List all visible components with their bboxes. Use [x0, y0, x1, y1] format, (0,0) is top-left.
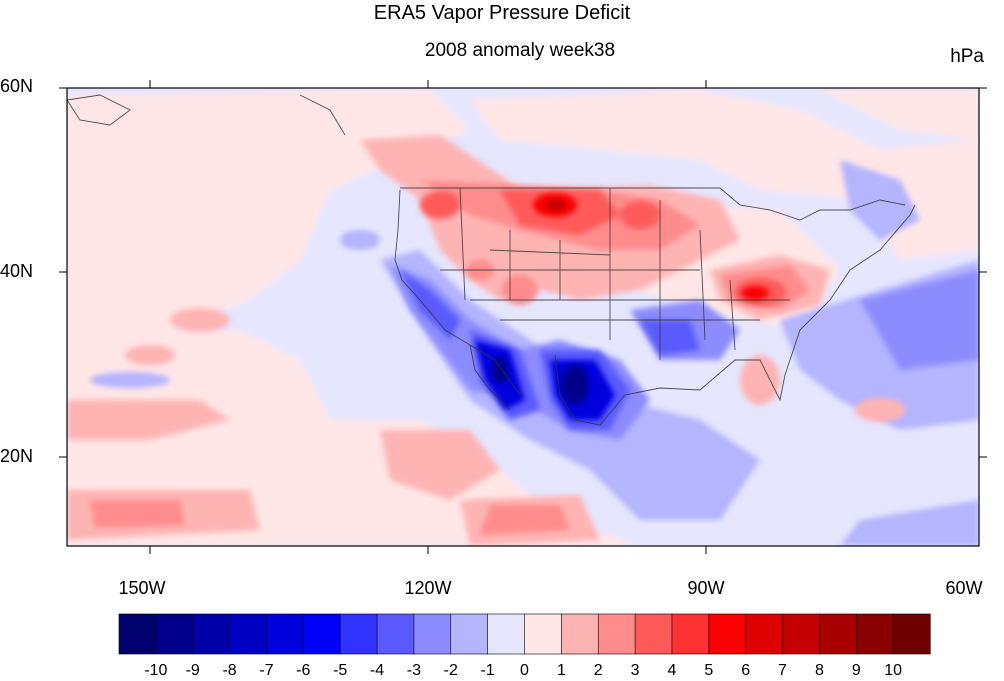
colorbar-tick-label: -4 — [369, 662, 385, 679]
colorbar-swatch — [745, 613, 784, 655]
colorbar-tick-label: 7 — [778, 662, 787, 679]
y-tick-label-20n: 20N — [0, 446, 34, 466]
colorbar-swatch — [524, 613, 562, 655]
colorbar-swatch — [339, 613, 378, 655]
colorbar-tick-label: -7 — [259, 662, 274, 679]
x-tick-label-120w: 120W — [404, 578, 452, 598]
colorbar-swatch — [561, 613, 599, 655]
colorbar-tick-label: 9 — [851, 662, 861, 679]
colorbar-swatch — [708, 613, 747, 655]
colorbar-swatch — [266, 613, 304, 655]
colorbar-tick-label: -8 — [222, 662, 237, 679]
colorbar-tick-label: -10 — [144, 662, 168, 679]
colorbar-swatch — [855, 613, 894, 655]
chart-subtitle: 2008 anomaly week38 — [424, 40, 616, 61]
colorbar-tick-label: 6 — [741, 662, 751, 679]
colorbar-swatch — [450, 613, 489, 655]
x-tick-label-150w: 150W — [118, 578, 166, 598]
colorbar-swatch — [671, 613, 710, 655]
colorbar-tick-label: -3 — [406, 662, 421, 679]
colorbar-swatch — [229, 613, 268, 655]
chart-title: ERA5 Vapor Pressure Deficit — [373, 2, 631, 24]
colorbar-tick-label: -5 — [333, 662, 348, 679]
colorbar-swatch — [819, 613, 857, 655]
colorbar-swatch — [597, 613, 636, 655]
colorbar-swatch — [376, 613, 415, 655]
colorbar-tick-label: 8 — [814, 662, 824, 679]
colorbar — [118, 613, 931, 655]
x-tick-label-60w: 60W — [945, 578, 983, 598]
units-label: hPa — [950, 46, 984, 67]
colorbar-swatch — [155, 613, 194, 655]
colorbar-tick-label: 4 — [667, 662, 677, 679]
colorbar-swatch — [118, 613, 157, 655]
colorbar-tick-label: 0 — [520, 662, 529, 679]
colorbar-tick-label: -9 — [185, 662, 200, 679]
y-tick-label-40n: 40N — [0, 261, 34, 281]
axis-ticks — [59, 80, 987, 554]
colorbar-tick-label: -6 — [296, 662, 311, 679]
colorbar-swatch — [487, 613, 526, 655]
y-tick-label-60n: 60N — [0, 76, 34, 96]
anomaly-field — [67, 88, 979, 546]
colorbar-tick-label: -1 — [480, 662, 495, 679]
colorbar-tick-label: -2 — [443, 662, 458, 679]
colorbar-tick-label: 1 — [556, 662, 566, 679]
colorbar-tick-label: 10 — [884, 662, 902, 679]
x-tick-label-90w: 90W — [687, 578, 725, 598]
map-frame — [66, 87, 980, 547]
colorbar-tick-label: 5 — [704, 662, 714, 679]
colorbar-swatch — [303, 613, 341, 655]
colorbar-swatch — [413, 613, 452, 655]
colorbar-swatch — [782, 613, 821, 655]
colorbar-swatch — [892, 613, 931, 655]
colorbar-tick-label: 2 — [593, 662, 603, 679]
colorbar-swatch — [192, 613, 231, 655]
colorbar-swatch — [634, 613, 673, 655]
colorbar-tick-label: 3 — [630, 662, 640, 679]
